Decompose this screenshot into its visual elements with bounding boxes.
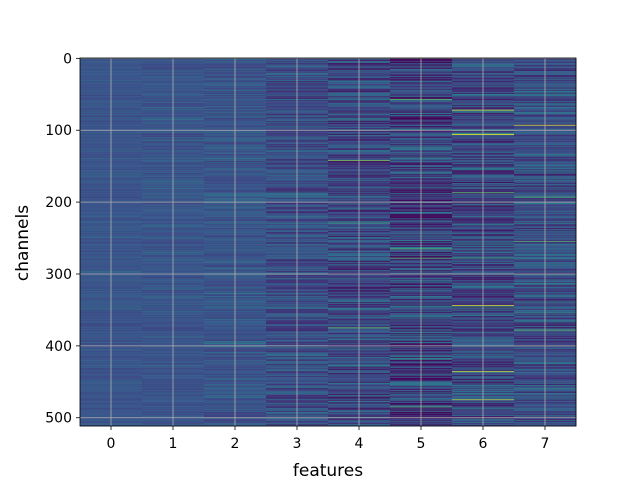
x-tick-label: 7 (541, 436, 550, 452)
y-tick-label: 200 (45, 195, 72, 211)
y-tick-label: 0 (63, 51, 72, 67)
x-axis-ticks: 0 1 2 3 4 5 6 7 (107, 426, 550, 452)
x-tick-label: 1 (169, 436, 178, 452)
x-tick-label: 3 (293, 436, 302, 452)
x-axis-label: features (293, 461, 363, 480)
heatmap-cells (80, 58, 577, 427)
y-tick-label: 300 (45, 267, 72, 283)
x-tick-label: 6 (479, 436, 488, 452)
x-tick-label: 0 (107, 436, 116, 452)
plot-frame (79, 57, 577, 427)
grid-lines (80, 57, 576, 426)
x-tick-label: 2 (231, 436, 240, 452)
y-tick-label: 100 (45, 123, 72, 139)
y-tick-label: 400 (45, 339, 72, 355)
x-tick-label: 4 (355, 436, 364, 452)
y-tick-label: 500 (45, 411, 72, 427)
x-tick-label: 5 (417, 436, 426, 452)
y-axis-label: channels (13, 205, 33, 281)
y-axis-ticks: 0 100 200 300 400 500 (45, 51, 80, 427)
